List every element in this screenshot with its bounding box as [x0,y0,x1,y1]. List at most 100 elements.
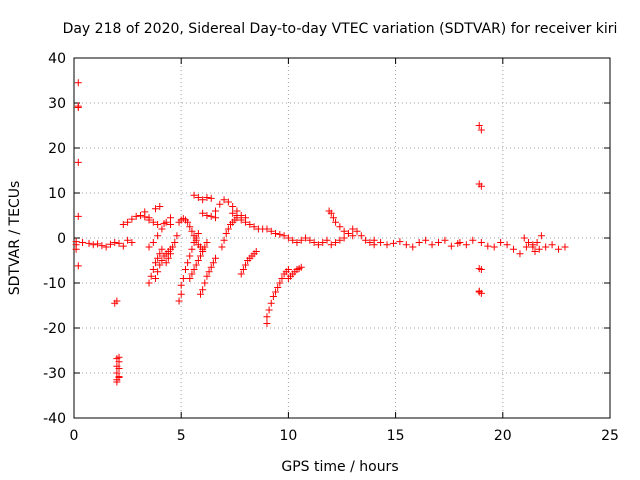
data-point [205,268,213,276]
data-point [190,191,198,199]
data-point [151,205,159,213]
data-point [145,279,153,287]
data-point [516,250,524,258]
data-point [89,241,97,249]
data-point [422,236,430,244]
data-point [194,257,202,264]
y-tick-label: 30 [48,96,66,112]
data-point [186,223,194,231]
series-peak-12h [325,207,357,240]
data-point [284,266,292,273]
data-point [462,241,470,249]
data-point [113,369,121,377]
data-point [128,239,136,246]
x-axis-title: GPS time / hours [281,459,398,475]
data-point [128,215,136,223]
data-point [297,263,305,271]
data-point [250,223,258,231]
data-point [434,239,442,246]
x-tick-label: 5 [177,428,186,444]
data-point [72,245,80,253]
data-point [166,214,174,222]
data-point [366,239,374,246]
data-point [237,216,245,224]
data-point [115,365,123,372]
data-point [207,194,215,202]
series-arc-9-10h [259,225,297,244]
data-point [267,227,275,235]
data-point [475,122,483,129]
data-point [314,241,322,249]
data-point [188,245,196,253]
data-point [113,378,121,386]
data-point [297,236,305,244]
chart-title: Day 218 of 2020, Sidereal Day-to-day VTE… [63,21,618,37]
series-arc-3-4h [145,214,174,251]
data-point [184,259,192,267]
data-point [428,241,436,249]
data-point [145,243,153,251]
data-point [173,232,181,240]
data-point [74,104,82,111]
data-point [79,239,87,246]
data-point [145,214,153,222]
data-point [484,242,492,250]
data-point [477,126,485,134]
data-point [329,214,337,222]
data-point [535,245,543,253]
series-early-outliers [72,79,82,270]
data-point [263,320,271,327]
data-point [154,254,162,262]
data-point [441,236,449,244]
data-point [184,218,192,226]
data-point [222,230,230,237]
y-tick-label: 10 [48,186,66,202]
data-point [74,158,82,166]
series-arc-12-14h [327,225,378,249]
data-point [529,243,537,251]
data-point [510,245,518,253]
y-tick-label: -20 [43,321,66,337]
y-tick-label: -30 [43,366,66,382]
data-point [102,243,110,251]
data-point [119,221,127,228]
data-point [149,266,157,273]
data-point [190,266,198,273]
data-point [475,287,483,295]
data-point [216,200,224,208]
data-point [276,279,284,287]
data-point [154,268,162,276]
series-baseline-18-23h [456,236,569,258]
data-point [522,243,530,251]
data-point [349,232,357,240]
data-point [203,194,211,201]
data-point [186,275,194,282]
data-point [156,261,164,269]
data-point [265,306,273,314]
data-point [192,261,200,269]
data-point [302,234,310,242]
data-point [239,266,247,273]
data-point [415,239,423,246]
data-point [199,209,207,217]
series-arc-5h [175,215,207,253]
data-point [203,239,211,246]
data-point [156,203,164,210]
y-axis-title: SDTVAR / TECUs [7,181,23,296]
data-point [293,239,301,246]
series-dip-8h [237,248,260,278]
data-point [207,212,215,220]
data-point [289,236,297,244]
data-point [310,239,318,246]
data-point [199,196,207,204]
data-point [115,374,123,381]
data-point [171,239,179,246]
data-point [85,239,93,247]
data-point [327,209,335,217]
data-point [160,220,168,228]
data-point [224,225,232,233]
y-tick-label: 20 [48,141,66,157]
data-point [136,212,144,219]
data-point [336,236,344,244]
data-point [74,262,82,270]
